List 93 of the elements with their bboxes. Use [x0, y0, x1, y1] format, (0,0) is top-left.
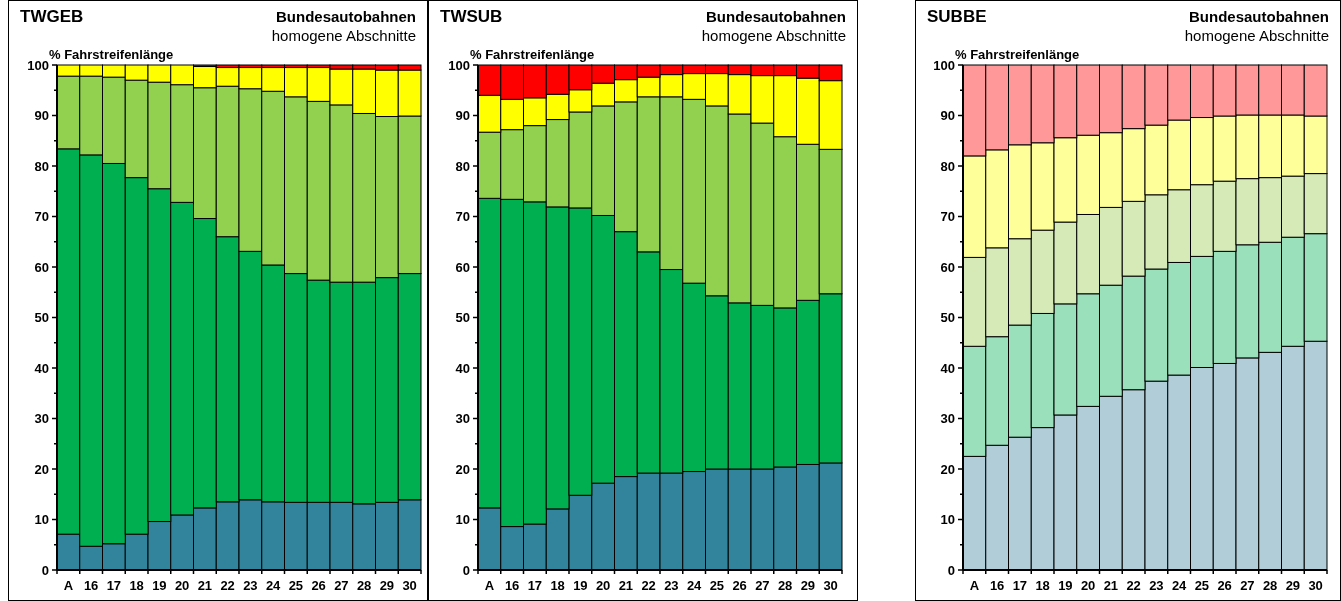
x-tick-label: 29 [379, 578, 395, 593]
x-tick-label: 16 [504, 578, 520, 593]
x-tick-label: 22 [220, 578, 235, 593]
x-tick-label: 21 [197, 578, 213, 593]
y-tick-label: 40 [34, 360, 49, 376]
x-tick-label: 30 [823, 578, 838, 593]
x-tick-label: 22 [1126, 578, 1141, 593]
x-tick-label: 16 [989, 578, 1005, 593]
chart-title: SUBBE [927, 7, 987, 26]
x-tick-label: 27 [1240, 578, 1255, 593]
y-tick-label: 100 [27, 57, 49, 73]
x-tick-label: 21 [1103, 578, 1119, 593]
x-tick-label: 25 [288, 578, 304, 593]
x-tick-label: 24 [265, 578, 282, 593]
text: homogene Abschnitte [271, 27, 416, 44]
x-tick-label: 20 [1080, 578, 1096, 593]
text: homogene Abschnitte [1184, 27, 1329, 44]
x-tick-label: 28 [356, 578, 372, 593]
chart-subtitle: Bundesautobahnen [1188, 8, 1329, 25]
chart-title: TWSUB [440, 7, 503, 26]
chart-subtitle: Bundesautobahnen [275, 8, 416, 25]
x-tick-label: 22 [641, 578, 656, 593]
y-axis-title: % Fahrstreifenlänge [955, 47, 1080, 62]
x-tick-label: 19 [1058, 578, 1073, 593]
x-tick-label: 27 [334, 578, 349, 593]
x-tick-label: 26 [1217, 578, 1232, 593]
x-tick-label: 27 [755, 578, 770, 593]
x-tick-label: 23 [664, 578, 679, 593]
x-tick-label: 25 [709, 578, 725, 593]
y-tick-label: 10 [940, 512, 955, 528]
y-tick-label: 80 [940, 158, 955, 174]
y-tick-label: 30 [940, 411, 955, 427]
y-tick-label: 90 [940, 108, 955, 124]
x-tick-label: 30 [402, 578, 417, 593]
x-tick-label: 24 [686, 578, 703, 593]
y-tick-label: 60 [34, 259, 49, 275]
y-axis-title: % Fahrstreifenlänge [49, 47, 174, 62]
x-tick-label: A [969, 578, 980, 593]
y-tick-label: 50 [455, 310, 470, 326]
y-tick-label: 70 [455, 209, 470, 225]
y-tick-label: 20 [34, 461, 49, 477]
x-tick-label: 28 [777, 578, 793, 593]
y-tick-label: 20 [940, 461, 955, 477]
y-tick-label: 0 [41, 562, 49, 578]
y-tick-label: 30 [34, 411, 49, 427]
x-tick-label: 23 [243, 578, 258, 593]
x-tick-label: 20 [595, 578, 611, 593]
y-tick-label: 90 [455, 108, 470, 124]
x-tick-label: 25 [1194, 578, 1210, 593]
x-tick-label: 18 [550, 578, 565, 593]
x-tick-label: 24 [1171, 578, 1188, 593]
y-tick-label: 80 [34, 158, 49, 174]
x-tick-label: 21 [618, 578, 634, 593]
chart-subtitle: Bundesautobahnen [705, 8, 846, 25]
y-tick-label: 0 [947, 562, 955, 578]
x-tick-label: 17 [527, 578, 543, 593]
x-tick-label: 26 [732, 578, 747, 593]
y-tick-label: 100 [933, 57, 955, 73]
y-tick-label: 50 [940, 310, 955, 326]
x-tick-label: 18 [1035, 578, 1050, 593]
y-tick-label: 80 [455, 158, 470, 174]
x-tick-label: 28 [1262, 578, 1278, 593]
y-tick-label: 100 [448, 57, 470, 73]
x-tick-label: 18 [129, 578, 144, 593]
y-tick-label: 10 [455, 512, 470, 528]
chart-title: TWGEB [20, 7, 84, 26]
x-tick-label: 17 [106, 578, 122, 593]
y-tick-label: 30 [455, 411, 470, 427]
y-axis-title: % Fahrstreifenlänge [470, 47, 595, 62]
x-tick-label: 30 [1308, 578, 1323, 593]
x-tick-label: 16 [83, 578, 99, 593]
y-tick-label: 90 [34, 108, 49, 124]
y-tick-label: 40 [455, 360, 470, 376]
x-tick-label: 23 [1149, 578, 1164, 593]
y-tick-label: 70 [34, 209, 49, 225]
x-tick-label: 20 [174, 578, 190, 593]
text: homogene Abschnitte [701, 27, 846, 44]
y-tick-label: 60 [940, 259, 955, 275]
x-tick-label: 19 [152, 578, 167, 593]
x-tick-label: A [484, 578, 495, 593]
y-tick-label: 50 [34, 310, 49, 326]
y-tick-label: 20 [455, 461, 470, 477]
x-tick-label: 19 [573, 578, 588, 593]
x-tick-label: A [63, 578, 74, 593]
y-tick-label: 40 [940, 360, 955, 376]
y-tick-label: 70 [940, 209, 955, 225]
y-tick-label: 60 [455, 259, 470, 275]
y-tick-label: 10 [34, 512, 49, 528]
x-tick-label: 17 [1012, 578, 1028, 593]
x-tick-label: 26 [311, 578, 326, 593]
x-tick-label: 29 [1285, 578, 1301, 593]
y-tick-label: 0 [462, 562, 470, 578]
x-tick-label: 29 [800, 578, 816, 593]
